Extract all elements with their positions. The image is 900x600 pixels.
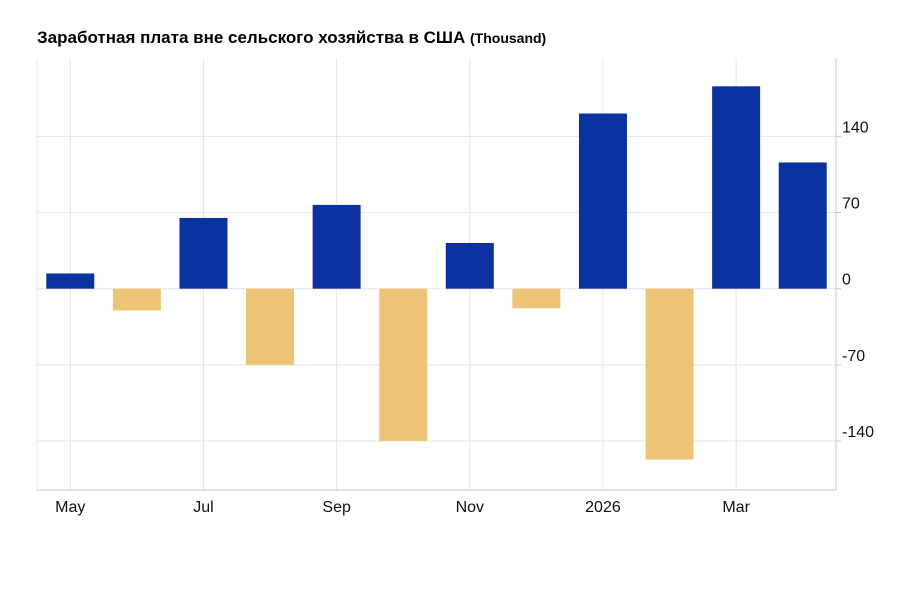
x-tick-label: Jul bbox=[193, 499, 213, 516]
bar-positive bbox=[778, 162, 827, 289]
bar-negative bbox=[645, 288, 694, 460]
y-tick-label: -70 bbox=[842, 348, 865, 365]
bar-positive bbox=[312, 204, 361, 289]
y-tick-label: -140 bbox=[842, 424, 874, 441]
bar-negative bbox=[512, 288, 561, 309]
chart-unit: (Thousand) bbox=[470, 30, 547, 46]
bars-layer bbox=[46, 86, 827, 460]
x-tick-label: Nov bbox=[456, 499, 484, 516]
bar-positive bbox=[46, 273, 95, 289]
chart-title: Заработная плата вне сельского хозяйства… bbox=[37, 28, 546, 48]
labels-layer: 140 70 0 -70 -140 May Jul Sep Nov 2026 Mar bbox=[55, 119, 874, 516]
bar-positive bbox=[578, 113, 627, 289]
bar-positive bbox=[179, 217, 228, 289]
y-tick-label: 140 bbox=[842, 119, 869, 136]
axis-layer bbox=[36, 58, 841, 491]
bar-negative bbox=[112, 288, 161, 311]
x-tick-label: 2026 bbox=[585, 499, 621, 516]
bar-positive bbox=[712, 86, 761, 289]
x-tick-label: Sep bbox=[322, 499, 351, 516]
y-tick-label: 0 bbox=[842, 272, 851, 289]
bar-negative bbox=[379, 288, 428, 442]
x-tick-label: May bbox=[55, 499, 85, 516]
x-tick-label: Mar bbox=[722, 499, 750, 516]
bar-negative bbox=[246, 288, 295, 365]
y-tick-label: 70 bbox=[842, 196, 860, 213]
bar-positive bbox=[445, 242, 494, 289]
chart-title-text: Заработная плата вне сельского хозяйства… bbox=[37, 28, 466, 47]
